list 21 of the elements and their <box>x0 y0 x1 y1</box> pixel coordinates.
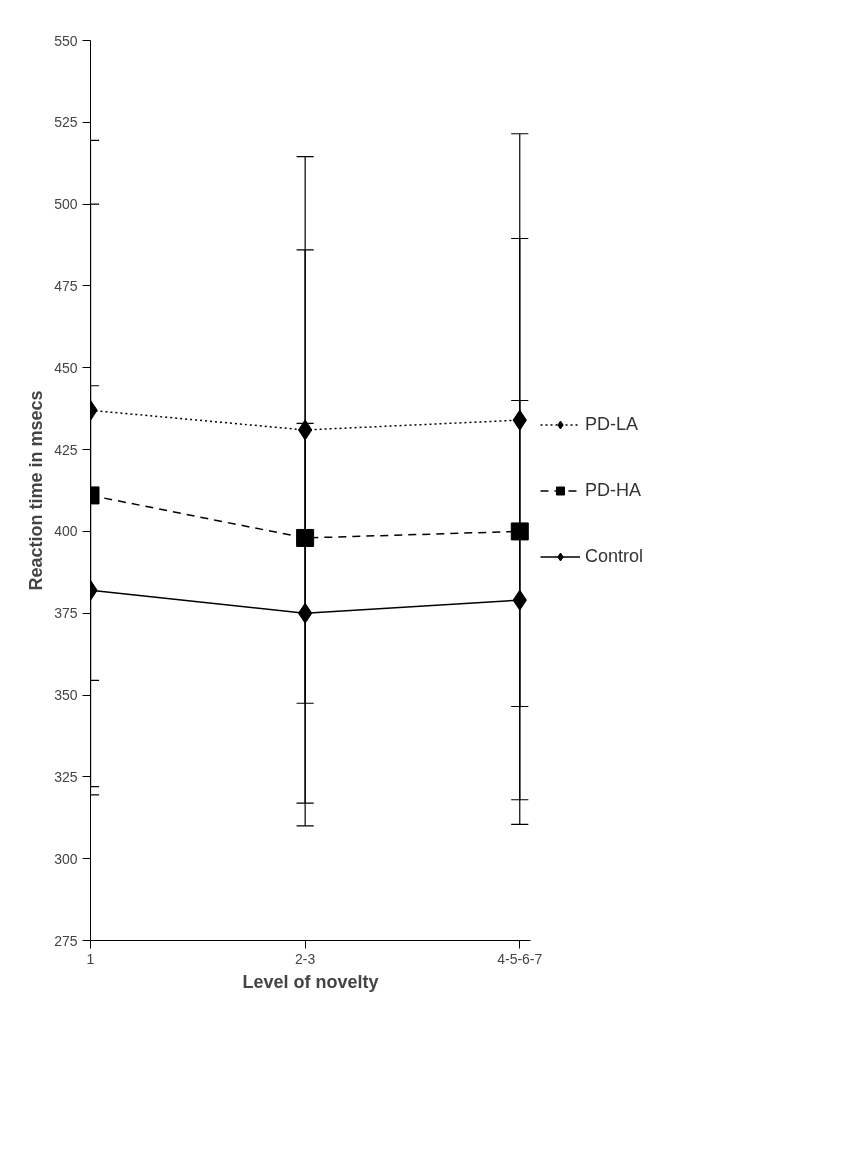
x-tick-label: 4-5-6-7 <box>497 950 543 967</box>
legend-label: Control <box>585 545 644 567</box>
y-tick-label: 275 <box>54 932 78 949</box>
y-tick-label: 300 <box>54 850 78 867</box>
y-tick-label: 375 <box>54 605 78 622</box>
y-tick-label: 400 <box>54 523 78 540</box>
legend-label: PD-LA <box>585 413 639 435</box>
x-axis-title: Level of novelty <box>242 971 379 992</box>
y-tick-label: 425 <box>54 441 78 458</box>
y-tick-label: 475 <box>54 277 78 294</box>
y-axis-title: Reaction time in msecs <box>26 390 47 591</box>
y-tick-label: 450 <box>54 359 78 376</box>
y-tick-label: 325 <box>54 768 78 785</box>
point <box>510 522 529 541</box>
x-tick-label: 2-3 <box>295 950 316 967</box>
legend-label: PD-HA <box>585 479 642 501</box>
y-tick-label: 550 <box>54 32 78 49</box>
y-tick-label: 525 <box>54 114 78 131</box>
y-tick-label: 350 <box>54 687 78 704</box>
y-tick-label: 500 <box>54 196 78 213</box>
x-tick-label: 1 <box>86 950 95 967</box>
